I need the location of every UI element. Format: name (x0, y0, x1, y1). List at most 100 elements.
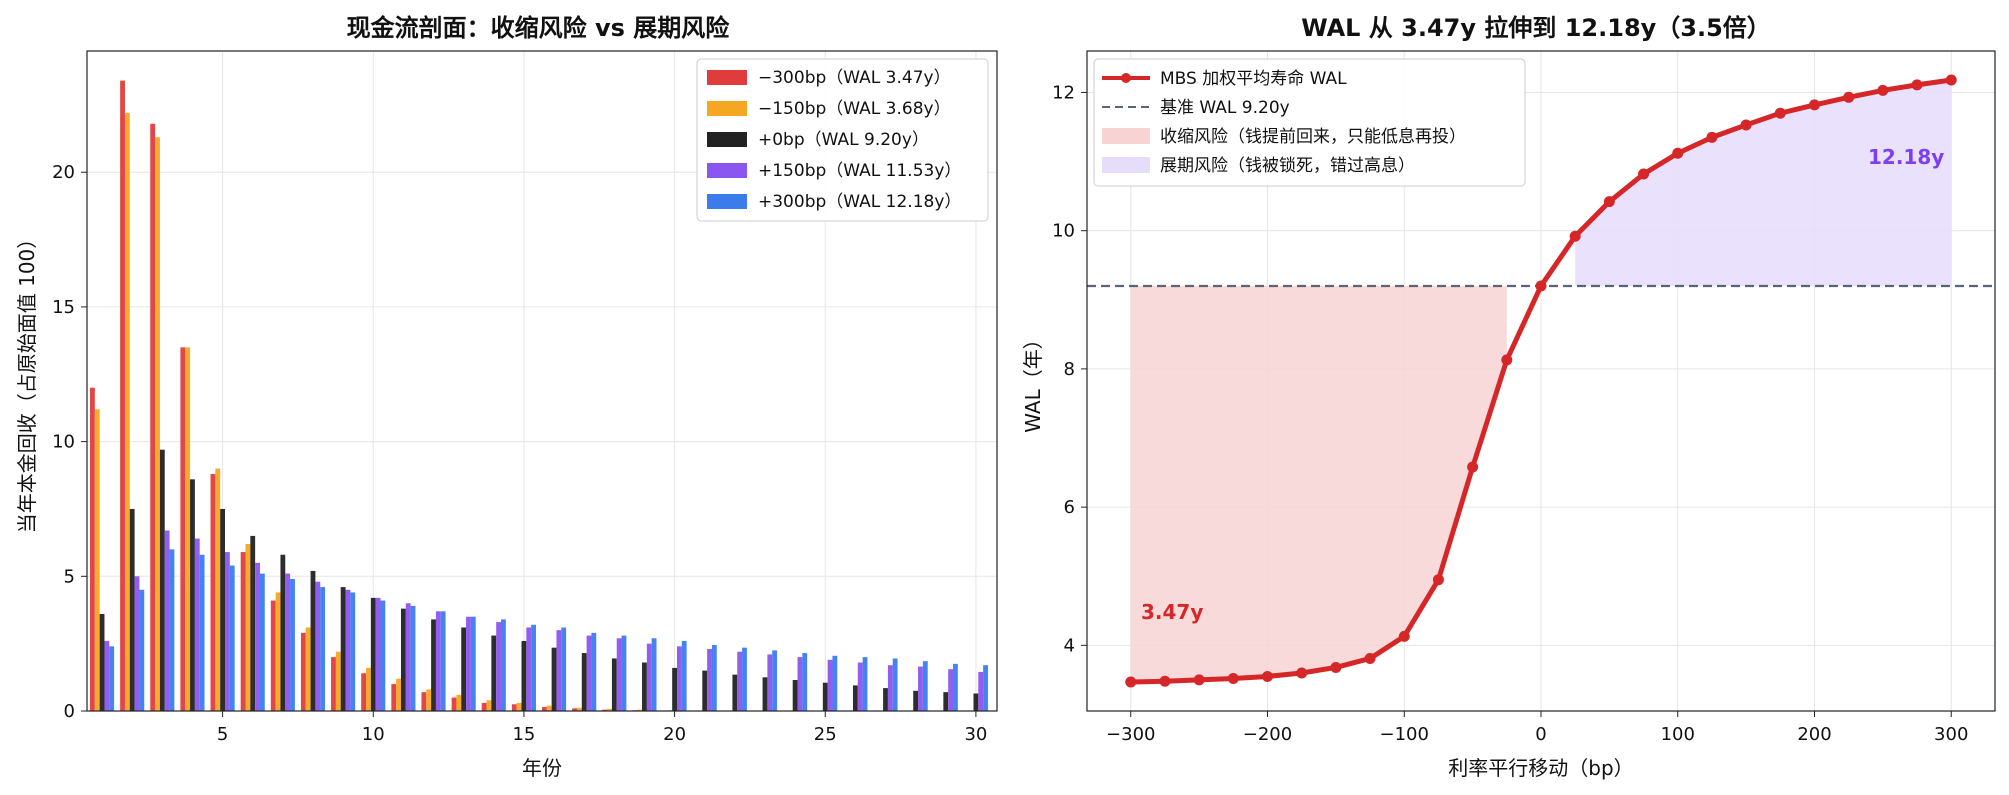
bar (280, 554, 286, 711)
bar (762, 677, 768, 711)
bar (973, 693, 979, 711)
legend-wal-line-label: MBS 加权平均寿命 WAL (1160, 69, 1347, 89)
bar (300, 632, 306, 711)
left-legend-box (696, 58, 989, 222)
bar (305, 627, 311, 711)
right-x-tick-label: 200 (1797, 724, 1831, 745)
left-legend-label: +0bp（WAL 9.20y） (758, 130, 929, 150)
wal-point (1569, 230, 1581, 242)
bar (486, 700, 492, 711)
bar (421, 692, 427, 711)
bar (400, 608, 406, 711)
bar (602, 709, 608, 711)
bar (259, 573, 265, 711)
left-x-tick-label: 15 (512, 724, 535, 745)
bar (711, 645, 717, 711)
bar (275, 592, 281, 711)
wal-point (1774, 107, 1786, 119)
wal-series-points (1125, 74, 1957, 688)
left-legend-swatch (707, 101, 747, 116)
bar (139, 589, 145, 711)
wal-point (1227, 673, 1239, 685)
wal-point (1398, 630, 1410, 642)
bar (190, 479, 195, 711)
bar (134, 576, 140, 711)
bar (466, 616, 471, 711)
annotation-low-wal: 3.47y (1141, 600, 1203, 624)
bar (461, 627, 467, 711)
right-ticks: −300 −200 −100 0 100 200 300 4 6 8 10 12 (1052, 82, 1968, 745)
bar (331, 657, 336, 711)
bar (802, 653, 808, 711)
bar (159, 449, 165, 711)
legend-contraction-label: 收缩风险（钱提前回来，只能低息再投） (1160, 127, 1466, 147)
bar (169, 549, 175, 711)
bar (405, 603, 411, 711)
bar (516, 702, 522, 711)
bar (651, 638, 657, 711)
bar (366, 667, 371, 711)
left-legend: −300bp（WAL 3.47y） −150bp（WAL 3.68y） +0bp（W… (696, 58, 989, 222)
bar (270, 600, 276, 711)
bar (953, 663, 958, 711)
right-x-tick-label: 0 (1535, 724, 1546, 745)
bar (150, 123, 156, 712)
wal-point (1638, 168, 1650, 180)
bar (737, 651, 743, 711)
bar (496, 622, 502, 711)
right-chart-title: WAL 从 3.47y 拉伸到 12.18y（3.5倍） (1301, 14, 1771, 42)
left-x-axis-label: 年份 (522, 756, 562, 780)
bar (290, 579, 295, 711)
bar (862, 657, 868, 711)
bar (646, 643, 652, 711)
bar (642, 662, 647, 711)
wal-line-chart: WAL 从 3.47y 拉伸到 12.18y（3.5倍） −300 −200 −10… (1021, 14, 1996, 780)
annotation-high-wal: 12.18y (1868, 145, 1944, 169)
bar (220, 508, 226, 711)
bar (591, 632, 597, 711)
bar (511, 704, 517, 711)
wal-point (1193, 674, 1205, 686)
right-x-tick-label: 100 (1661, 724, 1695, 745)
right-legend: MBS 加权平均寿命 WAL 基准 WAL 9.20y 收缩风险（钱提前回来，只… (1093, 58, 1526, 187)
bar (361, 673, 367, 711)
bar (375, 597, 381, 711)
bar (155, 137, 160, 711)
bar (922, 661, 928, 711)
bar (943, 692, 949, 711)
bar (822, 682, 828, 711)
wal-point (1603, 196, 1615, 208)
wal-point (1911, 79, 1923, 91)
bar (99, 614, 105, 711)
left-y-axis-label: 当年本金回收（占原始面值 100） (15, 229, 39, 534)
bar (426, 689, 432, 711)
bar (948, 669, 954, 711)
bar (250, 535, 256, 711)
bar (435, 611, 441, 711)
bar (310, 570, 316, 711)
bar (180, 347, 186, 711)
bar (526, 627, 532, 711)
right-x-tick-label: −100 (1380, 724, 1429, 745)
bar (672, 667, 677, 711)
bar (607, 708, 612, 711)
legend-contraction-swatch (1102, 128, 1150, 144)
wal-point (1467, 461, 1479, 473)
left-bars (90, 80, 988, 712)
bar (320, 587, 326, 711)
bar (531, 624, 536, 711)
left-y-tick-label: 10 (52, 432, 75, 453)
bar (501, 619, 506, 711)
bar (391, 684, 397, 711)
left-legend-label: +150bp（WAL 11.53y） (758, 161, 961, 181)
left-x-tick-label: 25 (814, 724, 837, 745)
bar (546, 705, 552, 711)
left-legend-label: +300bp（WAL 12.18y） (758, 192, 961, 212)
bar (315, 581, 321, 711)
right-y-axis-label: WAL（年） (1021, 329, 1045, 433)
right-x-tick-label: −300 (1106, 724, 1155, 745)
bar (792, 680, 798, 711)
left-plot-frame (86, 50, 998, 712)
left-legend-items: −300bp（WAL 3.47y） −150bp（WAL 3.68y） +0bp（W… (707, 68, 961, 212)
bar (732, 674, 738, 711)
